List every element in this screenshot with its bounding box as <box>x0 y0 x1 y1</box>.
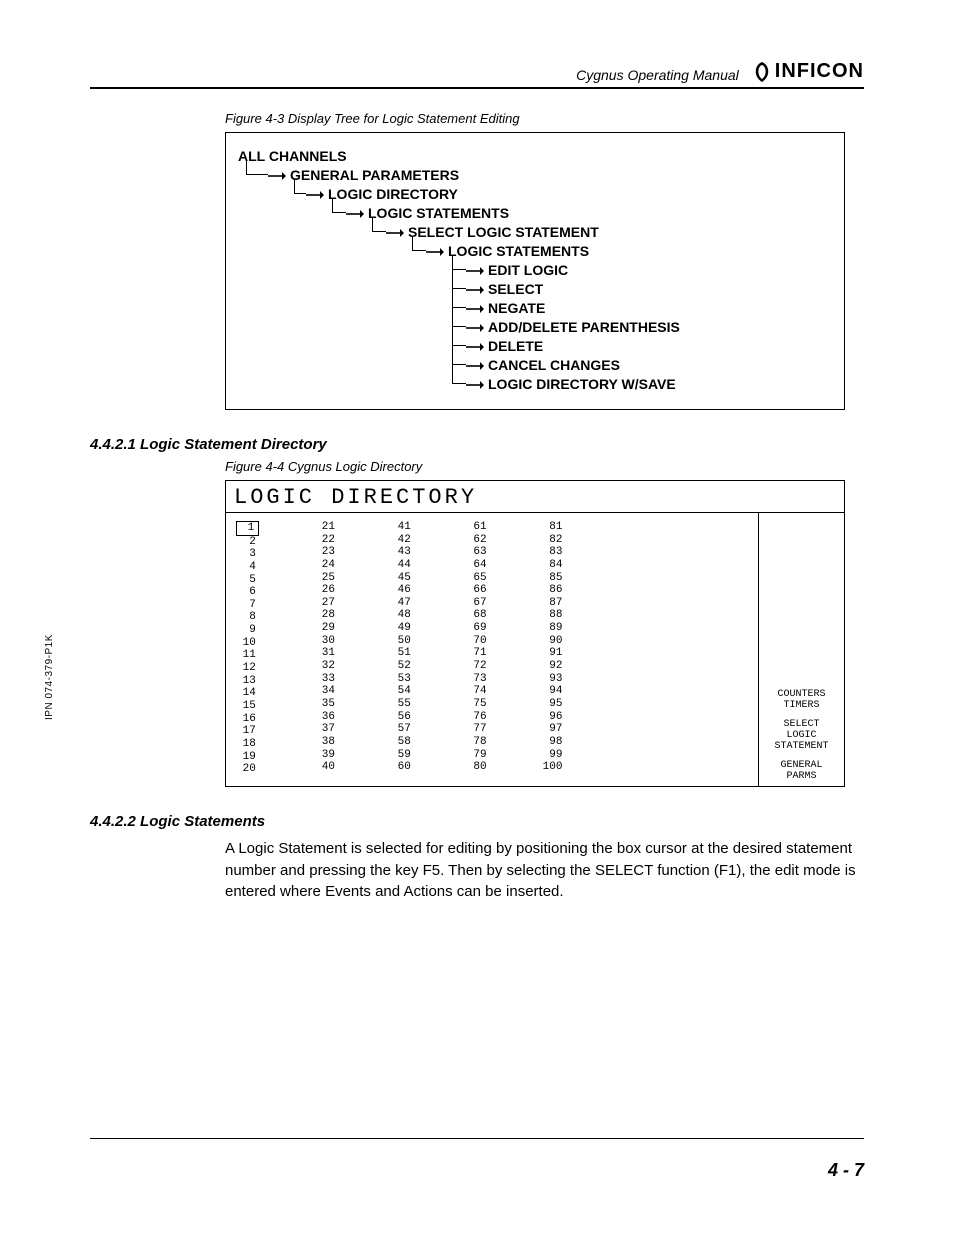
logic-directory-grid: 1 2 3 4 5 6 7 8 9 10 11 12 13 14 15 16 1… <box>226 513 758 786</box>
ld-column: 81 82 83 84 85 86 87 88 89 90 91 92 93 9… <box>543 521 563 776</box>
header-rule <box>90 87 864 89</box>
tree-label: NEGATE <box>488 300 545 316</box>
tree-connector <box>412 236 426 251</box>
tree-item: SELECT <box>238 281 832 297</box>
tree-connector <box>246 160 268 175</box>
tree-item: EDIT LOGIC <box>238 262 832 278</box>
tree-arrow-icon <box>466 300 484 316</box>
tree-item: SELECT LOGIC STATEMENT <box>238 224 832 240</box>
ld-column: 1 2 3 4 5 6 7 8 9 10 11 12 13 14 15 16 1… <box>236 521 259 776</box>
page-number: 4 - 7 <box>828 1160 864 1181</box>
tree-item: ADD/DELETE PARENTHESIS <box>238 319 832 335</box>
tree-arrow-icon <box>386 224 404 240</box>
tree-label: LOGIC STATEMENTS <box>448 243 589 259</box>
tree-arrow-icon <box>466 262 484 278</box>
logic-directory-sidebar: COUNTERS TIMERS SELECT LOGIC STATEMENT G… <box>758 513 844 786</box>
logic-directory-panel: LOGIC DIRECTORY 1 2 3 4 5 6 7 8 9 10 11 … <box>225 480 845 787</box>
ld-column: 61 62 63 64 65 66 67 68 69 70 71 72 73 7… <box>467 521 487 776</box>
tree-arrow-icon <box>466 319 484 335</box>
tree-item: CANCEL CHANGES <box>238 357 832 373</box>
ld-column: 41 42 43 44 45 46 47 48 49 50 51 52 53 5… <box>391 521 411 776</box>
footer-rule <box>90 1138 864 1139</box>
tree-label: SELECT LOGIC STATEMENT <box>408 224 599 240</box>
figure-4-4-caption: Figure 4-4 Cygnus Logic Directory <box>225 459 864 474</box>
tree-item: LOGIC DIRECTORY <box>238 186 832 202</box>
side-timers[interactable]: TIMERS <box>761 700 842 711</box>
tree-label: CANCEL CHANGES <box>488 357 620 373</box>
brand-text: INFICON <box>775 60 864 83</box>
tree-item: LOGIC STATEMENTS <box>238 243 832 259</box>
side-counters[interactable]: COUNTERS <box>761 689 842 700</box>
heading-4-4-2-1: 4.4.2.1 Logic Statement Directory <box>90 436 864 453</box>
manual-title: Cygnus Operating Manual <box>576 67 739 83</box>
logic-statements-paragraph: A Logic Statement is selected for editin… <box>225 838 865 903</box>
tree-item: LOGIC DIRECTORY W/SAVE <box>238 376 832 392</box>
brand-logo: INFICON <box>753 60 864 83</box>
tree-connector <box>294 179 306 194</box>
side-parms[interactable]: PARMS <box>761 771 842 782</box>
tree-label: SELECT <box>488 281 543 297</box>
inficon-icon <box>753 61 771 83</box>
tree-label: EDIT LOGIC <box>488 262 568 278</box>
tree-item: GENERAL PARAMETERS <box>238 167 832 183</box>
tree-label: LOGIC STATEMENTS <box>368 205 509 221</box>
tree-label: LOGIC DIRECTORY W/SAVE <box>488 376 676 392</box>
tree-arrow-icon <box>346 205 364 221</box>
tree-item: DELETE <box>238 338 832 354</box>
ld-column: 21 22 23 24 25 26 27 28 29 30 31 32 33 3… <box>315 521 335 776</box>
tree-item: ALL CHANNELS <box>238 148 832 164</box>
tree-arrow-icon <box>466 281 484 297</box>
tree-connector <box>372 217 386 232</box>
side-logic[interactable]: LOGIC <box>761 730 842 741</box>
side-select[interactable]: SELECT <box>761 719 842 730</box>
ipn-label: IPN 074-379-P1K <box>44 634 55 720</box>
tree-item: NEGATE <box>238 300 832 316</box>
tree-label: LOGIC DIRECTORY <box>328 186 458 202</box>
heading-4-4-2-2: 4.4.2.2 Logic Statements <box>90 813 864 830</box>
tree-arrow-icon <box>268 167 286 183</box>
side-statement[interactable]: STATEMENT <box>761 741 842 752</box>
tree-label: DELETE <box>488 338 543 354</box>
tree-item: LOGIC STATEMENTS <box>238 205 832 221</box>
tree-label: ADD/DELETE PARENTHESIS <box>488 319 680 335</box>
tree-arrow-icon <box>466 357 484 373</box>
tree-arrow-icon <box>426 243 444 259</box>
tree-arrow-icon <box>306 186 324 202</box>
tree-connector <box>452 255 466 384</box>
display-tree-box: ALL CHANNELS GENERAL PARAMETERS LOGIC DIRE… <box>225 132 845 410</box>
selected-statement[interactable]: 1 <box>236 521 259 536</box>
figure-4-3-caption: Figure 4-3 Display Tree for Logic Statem… <box>225 111 864 126</box>
tree-label: GENERAL PARAMETERS <box>290 167 459 183</box>
tree-connector <box>332 198 346 213</box>
tree-arrow-icon <box>466 338 484 354</box>
tree-arrow-icon <box>466 376 484 392</box>
logic-directory-title: LOGIC DIRECTORY <box>226 481 844 512</box>
side-general[interactable]: GENERAL <box>761 760 842 771</box>
